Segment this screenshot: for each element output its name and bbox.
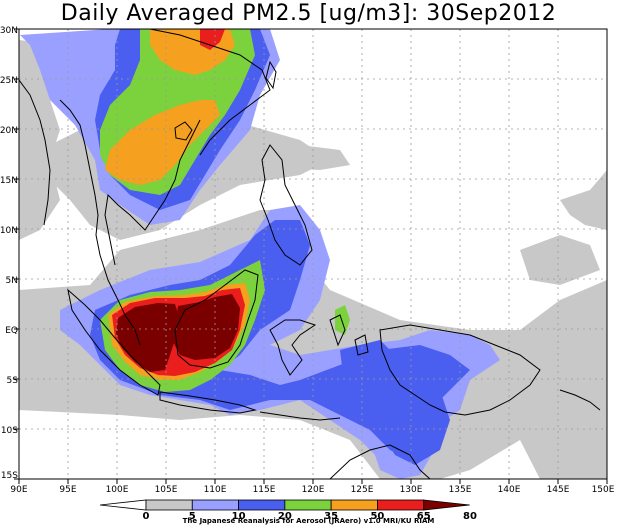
coast-indochina — [104, 119, 201, 266]
coast-hainan — [174, 121, 193, 141]
colorbar-segment — [191, 499, 239, 511]
colorbar-arrow-left — [99, 499, 147, 511]
lat-label: 20N — [0, 126, 18, 136]
lon-label: 100E — [106, 485, 129, 495]
lat-label: 15N — [0, 176, 18, 186]
colorbar-segments — [99, 499, 470, 511]
coast-moluccas — [329, 314, 369, 356]
lon-label: 95E — [59, 485, 76, 495]
plume-darkred-sumatra — [116, 303, 180, 372]
colorbar-label: 35 — [324, 511, 338, 522]
coast-solomons — [559, 389, 601, 411]
haze-gray-ne-island — [520, 235, 600, 285]
colorbar-label: 80 — [463, 511, 477, 522]
lat-label: 5N — [6, 276, 18, 286]
plume-red-north — [200, 29, 225, 50]
coast-china — [149, 29, 271, 156]
lat-label: 15S — [1, 471, 18, 481]
coast-india — [19, 79, 51, 226]
lon-label: 125E — [351, 485, 374, 495]
coast-new-guinea — [379, 324, 541, 416]
coast-borneo — [174, 269, 259, 369]
colorbar-label: 5 — [189, 511, 196, 522]
coast-java — [159, 391, 257, 414]
lon-label: 120E — [302, 485, 325, 495]
coast-philippines — [259, 144, 313, 266]
plume-orange-indochina — [105, 100, 220, 185]
map-title: Daily Averaged PM2.5 [ug/m3]: 30Sep2012 — [60, 1, 557, 26]
plume-green-sulawesi — [335, 305, 350, 335]
plume-darkred-borneo — [172, 294, 240, 360]
lat-label: 5S — [7, 376, 19, 386]
plume-blue-southeast — [340, 340, 450, 465]
coast-australia — [329, 444, 431, 479]
lon-label: 135E — [449, 485, 472, 495]
colorbar-segment — [377, 499, 425, 511]
colorbar-label: 65 — [417, 511, 431, 522]
lat-label: 10N — [0, 226, 18, 236]
lat-label: 30N — [0, 26, 18, 36]
lat-label: 25N — [0, 76, 18, 86]
lon-label: 140E — [498, 485, 521, 495]
colorbar-label: 0 — [143, 511, 150, 522]
coast-taiwan — [265, 60, 277, 90]
lat-label: 10S — [1, 426, 18, 436]
colorbar-segment — [330, 499, 378, 511]
tick-marks — [14, 28, 608, 484]
colorbar-segment — [284, 499, 332, 511]
coast-bangladesh-burma — [59, 99, 119, 301]
coast-sumatra — [67, 288, 161, 396]
credit-text: The Japanese Reanalysis for Aerosol (JRA… — [182, 517, 435, 525]
colorbar-label: 20 — [278, 511, 292, 522]
lon-label: 150E — [592, 485, 615, 495]
lon-label: 90E — [10, 485, 27, 495]
latitude-labels: 30N 25N 20N 15N 10N 5N EQ 5S 10S 15S — [0, 26, 18, 481]
coast-lesser-sunda — [259, 411, 341, 421]
lat-label: EQ — [5, 326, 18, 336]
coast-malay — [117, 299, 141, 346]
coast-sulawesi — [269, 319, 317, 376]
colorbar-segment — [145, 499, 193, 511]
lon-label: 145E — [547, 485, 570, 495]
colorbar-labels: 0 5 10 20 35 50 65 80 — [143, 511, 477, 522]
coastlines — [19, 29, 601, 479]
lon-label: 130E — [400, 485, 423, 495]
haze-gray-east — [560, 170, 607, 230]
colorbar-segment — [238, 499, 286, 511]
colorbar-arrow-right — [423, 499, 470, 511]
colorbar-label: 10 — [232, 511, 246, 522]
colorbar-label: 50 — [370, 511, 384, 522]
gridlines — [19, 29, 607, 479]
lon-label: 115E — [253, 485, 276, 495]
lon-label: 110E — [204, 485, 227, 495]
longitude-labels: 90E 95E 100E 105E 110E 115E 120E 125E 13… — [10, 485, 614, 495]
lon-label: 105E — [155, 485, 178, 495]
